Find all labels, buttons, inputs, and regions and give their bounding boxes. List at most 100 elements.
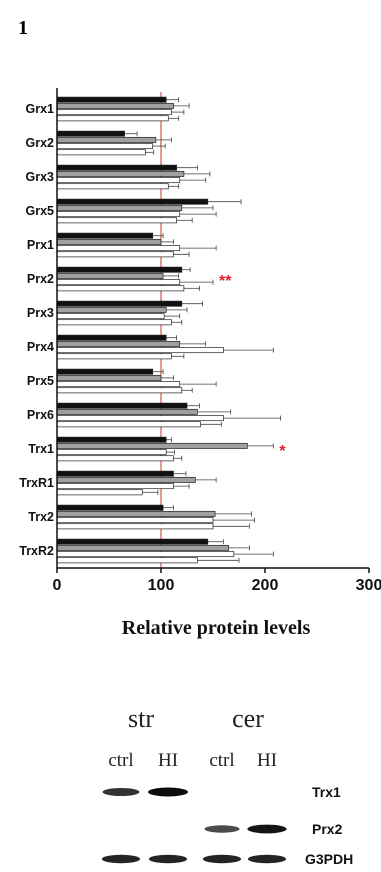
bar (56, 436, 167, 443)
bar (56, 130, 125, 137)
category-label: TrxR1 (19, 476, 54, 490)
blot-region-cer: cer (232, 704, 264, 733)
blot-band (148, 787, 188, 797)
bar (56, 238, 162, 245)
x-tick-label: 200 (252, 577, 279, 594)
blot-band (247, 824, 287, 834)
bar (56, 334, 167, 341)
bar (56, 164, 177, 171)
blot-protein-trx1: Trx1 (312, 784, 341, 800)
blot-protein-g3pdh: G3PDH (305, 851, 353, 867)
category-label: Trx2 (28, 510, 54, 524)
bar (56, 544, 229, 551)
x-tick-label: 0 (53, 577, 62, 594)
bar (56, 470, 174, 477)
blot-lane-label: ctrl (209, 750, 234, 771)
bar (56, 402, 188, 409)
panel-label: 1 (18, 17, 28, 39)
bar (56, 483, 174, 490)
significance-mark: * (279, 443, 286, 460)
bar (56, 442, 248, 449)
bar (56, 285, 185, 292)
bar (56, 368, 154, 375)
bar (56, 538, 209, 545)
bar (56, 266, 183, 273)
blot-bands (101, 787, 287, 864)
blot-band (204, 825, 240, 833)
bar (56, 523, 214, 530)
bar (56, 245, 181, 252)
category-label: Prx2 (27, 272, 54, 286)
category-label: Prx5 (27, 374, 54, 388)
blot-lane-label: HI (257, 750, 277, 771)
category-label: Grx2 (26, 136, 55, 150)
bar (56, 198, 209, 205)
bar (56, 109, 172, 116)
category-label: Prx1 (27, 238, 54, 252)
bar (56, 102, 174, 109)
bars-layer: *** (56, 92, 286, 568)
category-label: Prx6 (27, 408, 54, 422)
bar (56, 306, 167, 313)
x-axis-label: Relative protein levels (122, 617, 311, 639)
category-labels: Grx1 Grx2 Grx3 Grx5 Prx1 Prx2 Prx3 Prx4 Prx5 Prx6… (19, 102, 54, 558)
blot-lane-label: HI (158, 750, 178, 771)
bar (56, 272, 164, 279)
bar (56, 149, 146, 156)
bar (56, 517, 214, 524)
x-tick-label: 300 (356, 577, 381, 594)
bar (56, 177, 181, 184)
bar (56, 449, 167, 456)
bar (56, 204, 183, 211)
bar (56, 353, 172, 360)
bar (56, 279, 181, 286)
blot-lane-label: ctrl (108, 750, 133, 771)
category-label: Prx3 (27, 306, 54, 320)
blot-band (247, 854, 287, 864)
bar-chart: *** Grx1Grx2Grx3Grx5Prx1Prx2Prx3Prx4Prx5… (19, 88, 381, 639)
bar (56, 504, 164, 511)
bar (56, 455, 174, 462)
bar (56, 340, 181, 347)
bar (56, 170, 185, 177)
category-label: Grx5 (26, 204, 55, 218)
bar (56, 136, 157, 143)
bar (56, 489, 143, 496)
blot-band (102, 788, 140, 796)
bar (56, 510, 216, 517)
significance-mark: ** (219, 273, 232, 290)
bar (56, 313, 165, 320)
bar (56, 421, 201, 428)
bar (56, 115, 169, 122)
bar (56, 217, 177, 224)
bar (56, 557, 198, 564)
bar (56, 347, 224, 354)
category-label: Prx4 (27, 340, 54, 354)
blot-band (101, 854, 141, 864)
bar (56, 251, 174, 258)
bar (56, 476, 196, 483)
bar (56, 143, 154, 150)
category-label: Grx3 (26, 170, 55, 184)
x-ticks: 0 100 200 300 (53, 568, 381, 594)
category-label: TrxR2 (19, 544, 54, 558)
bar (56, 96, 167, 103)
blot-protein-prx2: Prx2 (312, 821, 343, 837)
bar (56, 183, 169, 190)
bar (56, 408, 198, 415)
bar (56, 374, 162, 381)
bar (56, 381, 181, 388)
bar (56, 211, 181, 218)
category-label: Grx1 (26, 102, 55, 116)
blot-band (202, 854, 242, 864)
blot-region-str: str (128, 704, 154, 733)
blot-band (148, 854, 188, 864)
western-blot: str cer ctrl HI ctrl HI Trx1 Prx2 G3PDH (101, 704, 353, 867)
bar (56, 232, 154, 239)
bar (56, 387, 183, 394)
bar (56, 319, 172, 326)
x-tick-label: 100 (148, 577, 175, 594)
category-label: Trx1 (28, 442, 54, 456)
bar (56, 300, 183, 307)
